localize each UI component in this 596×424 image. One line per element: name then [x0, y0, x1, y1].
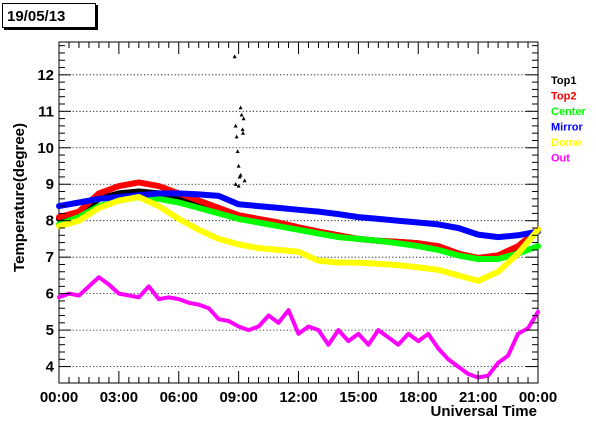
marker-point — [239, 112, 244, 117]
x-tick-label: 15:00 — [339, 389, 377, 406]
marker-point — [242, 178, 247, 183]
marker-point — [236, 183, 241, 188]
legend: Top1 Top2 Center Mirror Dome Out — [551, 75, 587, 165]
legend-entry-dome: Dome — [551, 137, 582, 149]
y-tick-label: 5 — [46, 322, 54, 339]
legend-entry-center: Center — [551, 106, 587, 118]
x-tick-label: 03:00 — [100, 389, 138, 406]
y-tick-label: 6 — [46, 286, 54, 303]
y-axis-label: Temperature(degree) — [11, 123, 28, 272]
marker-point — [233, 123, 238, 128]
marker-point — [240, 127, 245, 132]
y-tick-label: 4 — [46, 359, 55, 376]
marker-point — [233, 182, 238, 186]
grid-lines — [59, 74, 538, 367]
legend-entry-out: Out — [551, 153, 570, 165]
marker-point — [235, 149, 240, 154]
marker-point — [234, 134, 239, 139]
date-label: 19/05/13 — [2, 3, 96, 28]
x-tick-label: 06:00 — [160, 389, 198, 406]
y-axis-ticks: 4 5 6 7 8 9 10 11 12 — [37, 45, 538, 376]
marker-point — [236, 163, 241, 168]
series-layer — [56, 54, 541, 380]
x-tick-label: 21:00 — [459, 389, 497, 406]
x-tick-label: 00:00 — [40, 389, 78, 406]
y-tick-label: 7 — [46, 249, 54, 266]
x-axis-ticks: 00:00 03:00 06:00 09:00 12:00 15:00 18:00 21:00… — [40, 42, 557, 406]
series-line-dome — [56, 194, 541, 284]
legend-entry-mirror: Mirror — [551, 122, 584, 134]
x-tick-label: 00:00 — [519, 389, 557, 406]
series-line-out — [57, 275, 540, 380]
x-axis-label: Universal Time — [431, 403, 537, 420]
x-tick-label: 18:00 — [399, 389, 437, 406]
y-tick-label: 12 — [37, 67, 54, 84]
x-tick-label: 12:00 — [279, 389, 317, 406]
marker-point — [241, 116, 246, 121]
marker-point — [241, 130, 246, 135]
marker-point — [238, 172, 243, 177]
x-tick-label: 09:00 — [219, 389, 257, 406]
y-tick-label: 8 — [46, 213, 54, 230]
y-tick-label: 11 — [38, 103, 54, 120]
marker-point — [238, 105, 243, 110]
legend-entry-top1: Top1 — [551, 75, 576, 87]
y-tick-label: 10 — [37, 140, 54, 157]
y-tick-label: 9 — [46, 176, 54, 193]
marker-point — [232, 54, 237, 59]
legend-entry-top2: Top2 — [551, 91, 576, 103]
